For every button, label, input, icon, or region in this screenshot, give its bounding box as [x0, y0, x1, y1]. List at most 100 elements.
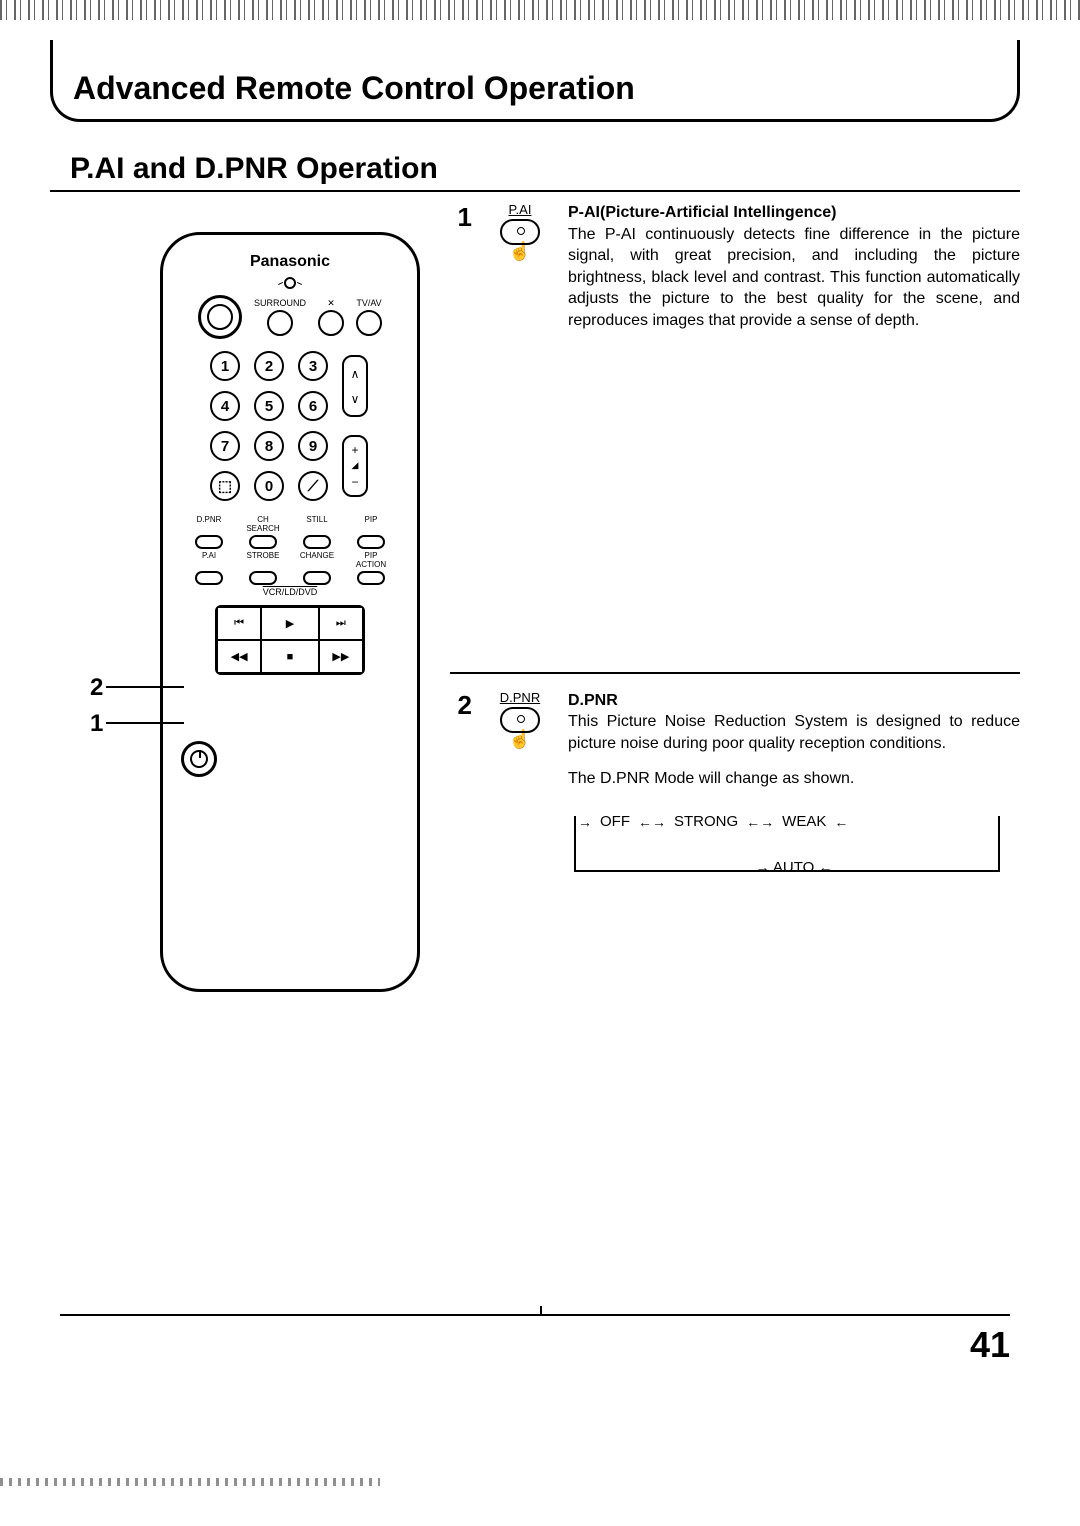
scan-artifact-bottom: [0, 1478, 380, 1486]
num-6-button[interactable]: 6: [298, 391, 328, 421]
step-1-heading: P-AI(Picture-Artificial Intellingence): [568, 202, 1020, 224]
still-label: STILL: [297, 515, 337, 533]
standby-button[interactable]: [181, 741, 217, 777]
footer-tick: [540, 1306, 542, 1316]
arrow-icon: ←→: [746, 813, 774, 832]
step-1-number: 1: [450, 202, 472, 233]
ch-up-icon: ∧: [351, 367, 360, 381]
strobe-button[interactable]: [249, 571, 277, 585]
dpnr-press-icon: [500, 707, 540, 733]
step-2-body2: The D.PNR Mode will change as shown.: [568, 768, 1020, 790]
mode-off: OFF: [600, 812, 630, 832]
pai-button[interactable]: [195, 571, 223, 585]
special-button[interactable]: ⬚: [210, 471, 240, 501]
callout-1-label: 1: [90, 710, 103, 738]
mode-top-row: → OFF ←→ STRONG ←→ WEAK ←: [578, 812, 848, 832]
surround-label: SURROUND: [254, 299, 306, 308]
steps-column: 1 P.AI ☝ P-AI(Picture-Artificial Intelli…: [450, 202, 1020, 992]
ch-down-icon: ∨: [351, 392, 360, 406]
arrow-icon: →: [578, 813, 592, 832]
function-grid: D.PNR CH SEARCH STILL PIP P.AI STROBE CH…: [177, 515, 403, 585]
num-7-button[interactable]: 7: [210, 431, 240, 461]
num-3-button[interactable]: 3: [298, 351, 328, 381]
vcr-label: VCR/LD/DVD: [177, 587, 403, 597]
remote-top-row: SURROUND ✕ TV/AV: [177, 295, 403, 339]
mode-strong: STRONG: [674, 812, 738, 832]
chsearch-label: CH SEARCH: [243, 515, 283, 533]
num-5-button[interactable]: 5: [254, 391, 284, 421]
change-button[interactable]: [303, 571, 331, 585]
content-row: 1 2 Panasonic SURROUND ✕ TV/AV: [50, 202, 1020, 992]
tvav-button[interactable]: [356, 310, 382, 336]
num-2-button[interactable]: 2: [254, 351, 284, 381]
transport-controls: ⏮ ▶ ⏭ ◀◀ ■ ▶▶: [215, 605, 365, 675]
page-number: 41: [970, 1324, 1010, 1366]
remote-column: 1 2 Panasonic SURROUND ✕ TV/AV: [50, 202, 430, 992]
step-2-body1: This Picture Noise Reduction System is d…: [568, 711, 1020, 754]
stop-button[interactable]: ■: [261, 640, 319, 673]
step-1-text: P-AI(Picture-Artificial Intellingence) T…: [568, 202, 1020, 332]
step-1: 1 P.AI ☝ P-AI(Picture-Artificial Intelli…: [450, 202, 1020, 332]
pipaction-button[interactable]: [357, 571, 385, 585]
step-2-icon: D.PNR ☝: [490, 690, 550, 750]
vol-up-icon: +: [351, 443, 358, 457]
tvav-label: TV/AV: [356, 299, 381, 308]
step-2-heading: D.PNR: [568, 690, 1020, 712]
mute-button[interactable]: [318, 310, 344, 336]
step-2-icon-label: D.PNR: [500, 690, 540, 705]
arrow-icon: ←: [834, 813, 848, 832]
chsearch-button[interactable]: [249, 535, 277, 549]
num-4-button[interactable]: 4: [210, 391, 240, 421]
mode-auto-row: → AUTO ←: [568, 858, 1020, 878]
step-1-body: The P-AI continuously detects fine diffe…: [568, 224, 1020, 332]
footer-rule: [60, 1314, 1010, 1316]
arrow-icon: ←: [818, 859, 832, 875]
callout-2-label: 2: [90, 674, 103, 702]
num-1-button[interactable]: 1: [210, 351, 240, 381]
next-button[interactable]: ⏭: [319, 607, 363, 640]
change-label: CHANGE: [297, 551, 337, 569]
num-0-button[interactable]: 0: [254, 471, 284, 501]
mode-auto: AUTO: [773, 859, 814, 876]
still-button[interactable]: [303, 535, 331, 549]
surround-button[interactable]: [267, 310, 293, 336]
surround-button-group: SURROUND: [254, 299, 306, 336]
step-divider: [450, 672, 1020, 674]
number-pad: 1 2 3 ∧ ∨ 4 5 6 7 8 9 + ◢ − ⬚ 0: [177, 351, 403, 501]
scan-artifact-top: [0, 0, 1080, 20]
step-1-icon: P.AI ☝: [490, 202, 550, 262]
mute-icon: ✕: [327, 299, 335, 308]
rewind-button[interactable]: ◀◀: [217, 640, 261, 673]
volume-rocker[interactable]: + ◢ −: [342, 435, 368, 497]
num-8-button[interactable]: 8: [254, 431, 284, 461]
arrow-icon: →: [756, 859, 770, 875]
remote-control: Panasonic SURROUND ✕ TV/AV 1: [160, 232, 420, 992]
play-button[interactable]: ▶: [261, 607, 319, 640]
pai-label: P.AI: [189, 551, 229, 569]
mode-weak: WEAK: [782, 812, 826, 832]
pip-button[interactable]: [357, 535, 385, 549]
mode-diagram: → OFF ←→ STRONG ←→ WEAK ← → AUTO ←: [568, 808, 1020, 898]
mute-button-group: ✕: [318, 299, 344, 336]
strobe-label: STROBE: [243, 551, 283, 569]
step-2: 2 D.PNR ☝ D.PNR This Picture Noise Reduc…: [450, 690, 1020, 898]
num-9-button[interactable]: 9: [298, 431, 328, 461]
prev-button[interactable]: ⏮: [217, 607, 261, 640]
power-icon: [190, 750, 208, 768]
pip-label: PIP: [351, 515, 391, 533]
remote-led-icon: [284, 277, 296, 289]
title-frame: Advanced Remote Control Operation: [50, 40, 1020, 122]
arrow-icon: ←→: [638, 813, 666, 832]
tvav-button-group: TV/AV: [356, 299, 382, 336]
section-title: P.AI and D.PNR Operation: [70, 152, 1020, 186]
section-divider: [50, 190, 1020, 192]
vol-down-icon: −: [351, 475, 358, 489]
ffwd-button[interactable]: ▶▶: [319, 640, 363, 673]
power-ring-button[interactable]: [198, 295, 242, 339]
tune-button[interactable]: ⟋: [298, 471, 328, 501]
dpnr-button[interactable]: [195, 535, 223, 549]
step-1-icon-label: P.AI: [509, 202, 532, 217]
remote-brand: Panasonic: [177, 253, 403, 271]
pipaction-label: PIP ACTION: [351, 551, 391, 569]
channel-rocker[interactable]: ∧ ∨: [342, 355, 368, 417]
